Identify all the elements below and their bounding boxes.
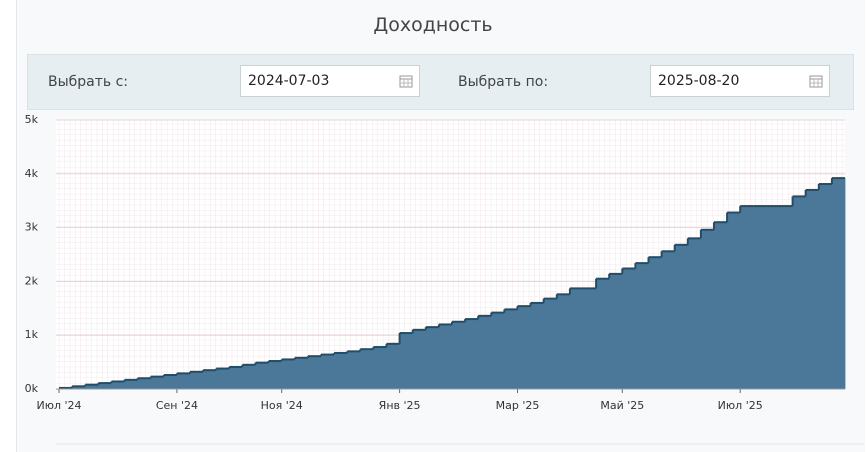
step-area: [779, 206, 793, 389]
step-area: [700, 229, 715, 389]
step-area: [596, 278, 610, 389]
step-area: [216, 368, 230, 389]
step-area: [111, 381, 125, 389]
step-area: [412, 329, 427, 389]
step-area: [229, 366, 243, 389]
from-value: 2024-07-03: [248, 73, 330, 89]
step-area: [360, 349, 374, 389]
step-area: [491, 312, 505, 389]
step-area: [517, 306, 531, 389]
step-area: [72, 386, 86, 389]
step-area: [124, 379, 138, 389]
y-tick-label: 4k: [25, 167, 39, 180]
step-area: [635, 263, 649, 389]
date-input[interactable]: 2024-07-03: [240, 65, 420, 97]
y-tick-label: 0k: [25, 382, 39, 395]
step-area: [674, 244, 689, 389]
step-area: [818, 184, 833, 389]
step-area: [98, 383, 112, 389]
step-area: [465, 319, 479, 389]
step-area: [242, 364, 256, 389]
calendar-icon: [809, 75, 823, 88]
step-area: [569, 288, 584, 389]
step-area: [425, 327, 440, 389]
step-area: [137, 378, 152, 389]
step-area: [661, 251, 676, 389]
step-area: [321, 354, 335, 389]
step-area: [452, 321, 466, 389]
step-area: [766, 206, 780, 389]
step-area: [609, 273, 623, 389]
step-area: [687, 238, 702, 389]
step-area: [831, 178, 846, 389]
step-area: [714, 222, 728, 389]
step-area: [268, 361, 283, 389]
step-area: [85, 384, 99, 389]
step-area: [622, 268, 636, 389]
x-tick-label: Мар '25: [496, 399, 540, 412]
y-tick-label: 2k: [25, 274, 39, 287]
step-area: [176, 373, 191, 389]
step-area: [504, 309, 518, 389]
step-area: [334, 352, 348, 389]
y-tick-label: 1k: [25, 328, 39, 341]
step-area: [307, 356, 322, 389]
step-area: [373, 347, 387, 389]
step-area: [556, 294, 571, 389]
x-tick-label: Июл '24: [36, 399, 81, 412]
step-area: [583, 288, 597, 389]
from-label: Выбрать с:: [48, 74, 129, 90]
step-area: [727, 212, 741, 389]
step-area: [792, 196, 807, 389]
filter-bar: Выбрать с: 2024-07-03 Выбрать по: 2025-0…: [27, 54, 854, 110]
x-tick-label: Май '25: [600, 399, 644, 412]
to-value: 2025-08-20: [658, 73, 740, 89]
date-input[interactable]: 2025-08-20: [650, 65, 830, 97]
to-label: Выбрать по:: [458, 74, 549, 90]
step-area: [438, 324, 453, 389]
step-area: [294, 357, 309, 389]
y-tick-label: 5k: [25, 113, 39, 126]
step-area: [740, 206, 754, 389]
x-tick-label: Сен '24: [156, 399, 198, 412]
step-area: [347, 351, 361, 389]
x-tick-label: Июл '25: [718, 399, 763, 412]
x-tick-label: Янв '25: [379, 399, 421, 412]
x-tick-label: Ноя '24: [261, 399, 303, 412]
step-area: [190, 371, 204, 389]
step-area: [530, 302, 545, 389]
step-area: [281, 359, 296, 389]
step-area: [478, 315, 492, 389]
step-area: [399, 333, 414, 389]
page-title: Доходность: [373, 14, 493, 36]
y-tick-label: 3k: [25, 221, 39, 234]
step-area: [805, 189, 820, 389]
step-area: [386, 343, 400, 389]
step-area: [255, 362, 269, 389]
step-area: [543, 298, 558, 389]
step-area: [648, 257, 662, 389]
step-area: [150, 376, 165, 389]
calendar-icon: [399, 75, 413, 88]
step-area: [163, 375, 178, 389]
step-area: [753, 206, 767, 389]
step-area: [203, 370, 217, 389]
